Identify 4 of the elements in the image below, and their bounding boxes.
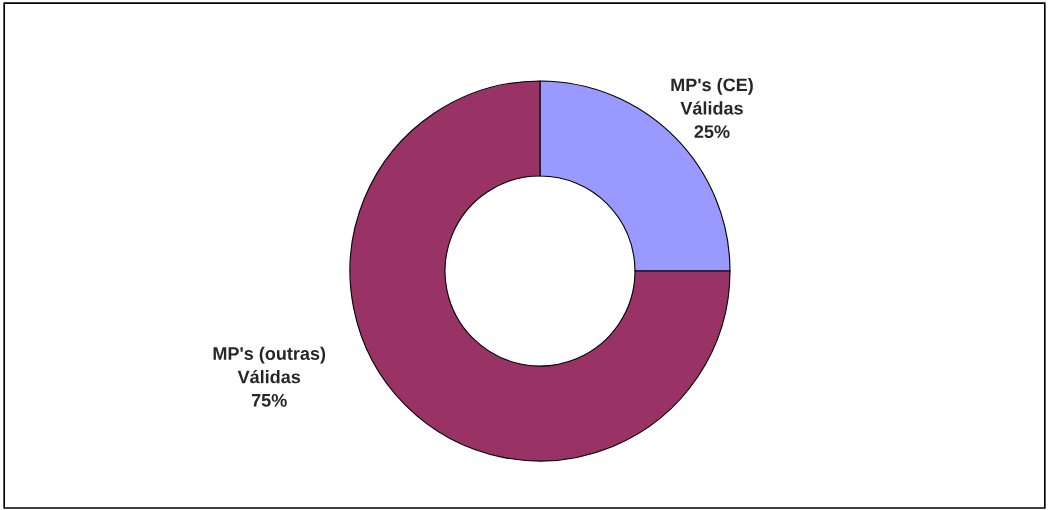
slice-label: MP's (outras) Válidas [213, 346, 326, 384]
data-label: 75% [251, 393, 287, 407]
data-label: 25% [694, 125, 730, 138]
slice-label: MP's (CE) Válidas [671, 77, 753, 115]
